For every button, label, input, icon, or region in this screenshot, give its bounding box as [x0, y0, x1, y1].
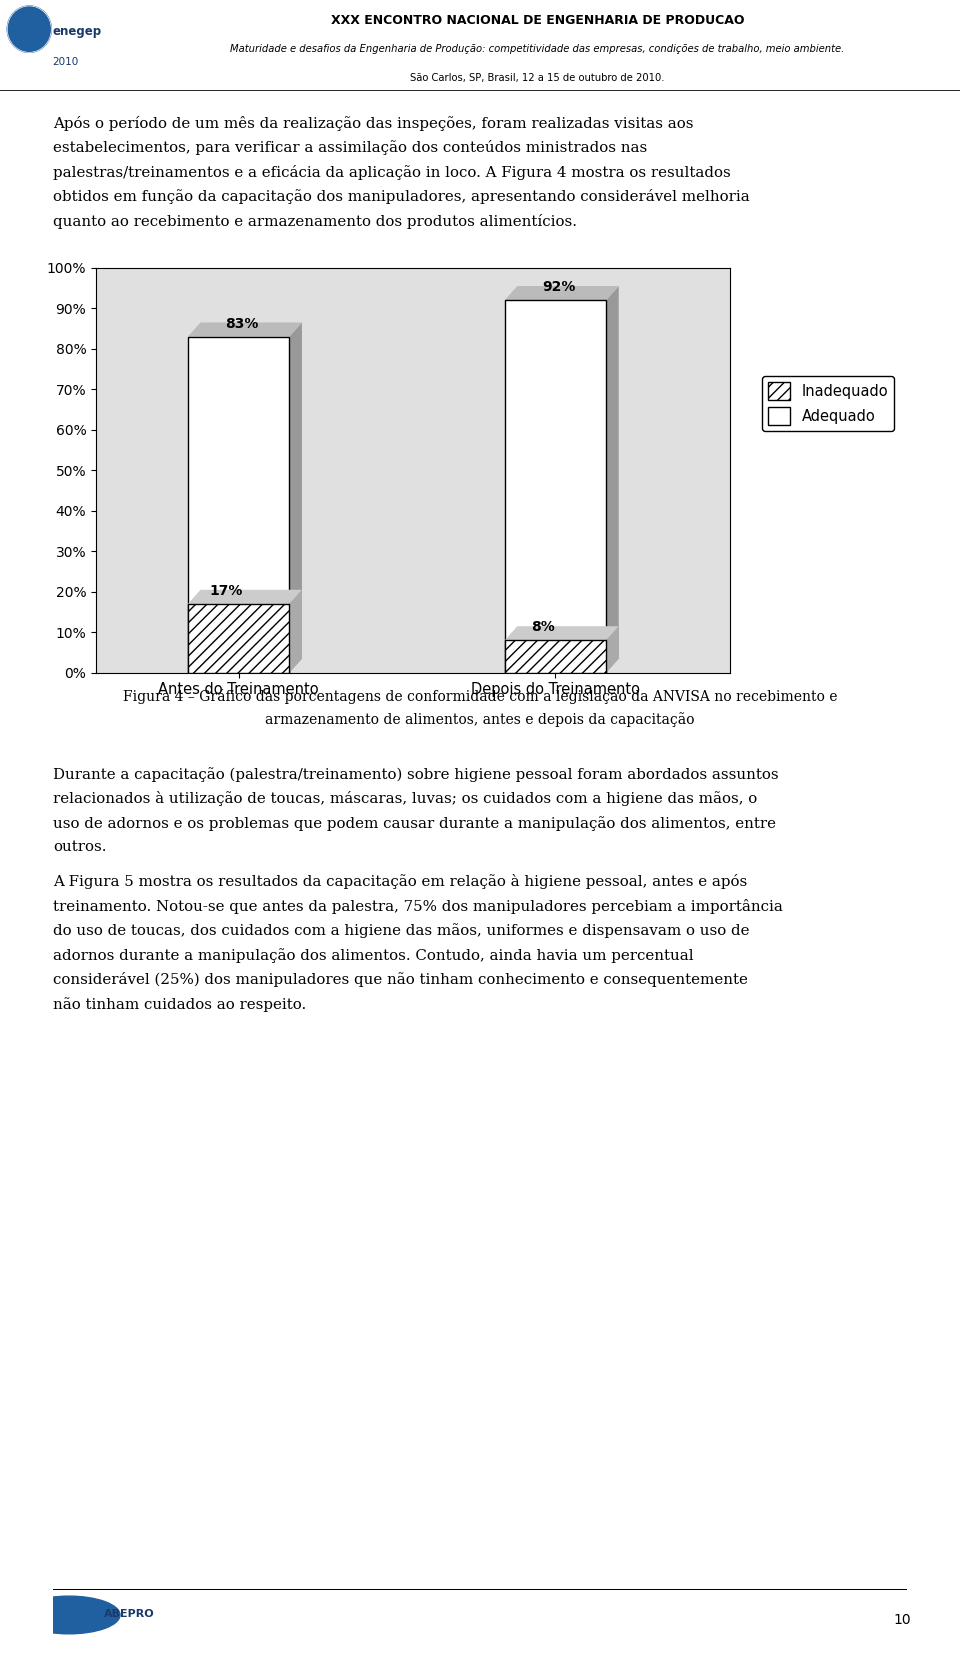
Text: 92%: 92% [541, 279, 575, 294]
Text: 2010: 2010 [52, 56, 79, 66]
Polygon shape [289, 322, 301, 673]
Polygon shape [188, 590, 301, 603]
Polygon shape [606, 286, 619, 673]
Text: do uso de toucas, dos cuidados com a higiene das mãos, uniformes e dispensavam o: do uso de toucas, dos cuidados com a hig… [53, 924, 750, 939]
Bar [505, 640, 606, 673]
Text: considerável (25%) dos manipuladores que não tinham conhecimento e consequenteme: considerável (25%) dos manipuladores que… [53, 972, 748, 987]
Text: A Figura 5 mostra os resultados da capacitação em relação à higiene pessoal, ant: A Figura 5 mostra os resultados da capac… [53, 874, 747, 889]
Text: obtidos em função da capacitação dos manipuladores, apresentando considerável me: obtidos em função da capacitação dos man… [53, 188, 750, 203]
Text: 8%: 8% [531, 620, 555, 635]
Bar [188, 603, 289, 673]
Text: relacionados à utilização de toucas, máscaras, luvas; os cuidados com a higiene : relacionados à utilização de toucas, más… [53, 792, 757, 807]
Text: não tinham cuidados ao respeito.: não tinham cuidados ao respeito. [53, 997, 306, 1012]
Polygon shape [606, 626, 619, 673]
Text: outros.: outros. [53, 840, 107, 855]
Text: Maturidade e desafios da Engenharia de Produção: competitividade das empresas, c: Maturidade e desafios da Engenharia de P… [230, 43, 845, 53]
Text: 17%: 17% [209, 584, 243, 598]
Polygon shape [289, 590, 301, 673]
Text: ABEPRO: ABEPRO [104, 1608, 155, 1618]
Text: treinamento. Notou-se que antes da palestra, 75% dos manipuladores percebiam a i: treinamento. Notou-se que antes da pales… [53, 899, 782, 914]
Text: palestras/treinamentos e a eficácia da aplicação in loco. A Figura 4 mostra os r: palestras/treinamentos e a eficácia da a… [53, 165, 731, 180]
Circle shape [8, 7, 51, 53]
Text: Durante a capacitação (palestra/treinamento) sobre higiene pessoal foram abordad: Durante a capacitação (palestra/treiname… [53, 767, 779, 782]
Text: adornos durante a manipulação dos alimentos. Contudo, ainda havia um percentual: adornos durante a manipulação dos alimen… [53, 947, 693, 962]
Bar [505, 301, 606, 673]
Text: 10: 10 [894, 1613, 911, 1627]
Text: Figura 4 – Gráfico das porcentagens de conformidade com a legislação da ANVISA n: Figura 4 – Gráfico das porcentagens de c… [123, 689, 837, 704]
Text: quanto ao recebimento e armazenamento dos produtos alimentícios.: quanto ao recebimento e armazenamento do… [53, 213, 577, 228]
Text: XXX ENCONTRO NACIONAL DE ENGENHARIA DE PRODUCAO: XXX ENCONTRO NACIONAL DE ENGENHARIA DE P… [331, 13, 744, 26]
Circle shape [18, 1597, 120, 1633]
Polygon shape [188, 322, 301, 337]
Text: estabelecimentos, para verificar a assimilação dos conteúdos ministrados nas: estabelecimentos, para verificar a assim… [53, 141, 647, 155]
Polygon shape [505, 626, 619, 640]
Bar [188, 337, 289, 673]
Text: Após o período de um mês da realização das inspeções, foram realizadas visitas a: Após o período de um mês da realização d… [53, 116, 693, 131]
Polygon shape [505, 286, 619, 301]
Text: São Carlos, SP, Brasil, 12 a 15 de outubro de 2010.: São Carlos, SP, Brasil, 12 a 15 de outub… [410, 73, 665, 83]
Text: armazenamento de alimentos, antes e depois da capacitação: armazenamento de alimentos, antes e depo… [265, 712, 695, 727]
Text: 83%: 83% [225, 317, 258, 331]
Text: uso de adornos e os problemas que podem causar durante a manipulação dos aliment: uso de adornos e os problemas que podem … [53, 815, 776, 830]
Text: enegep: enegep [52, 25, 101, 38]
Legend: Inadequado, Adequado: Inadequado, Adequado [762, 377, 894, 431]
